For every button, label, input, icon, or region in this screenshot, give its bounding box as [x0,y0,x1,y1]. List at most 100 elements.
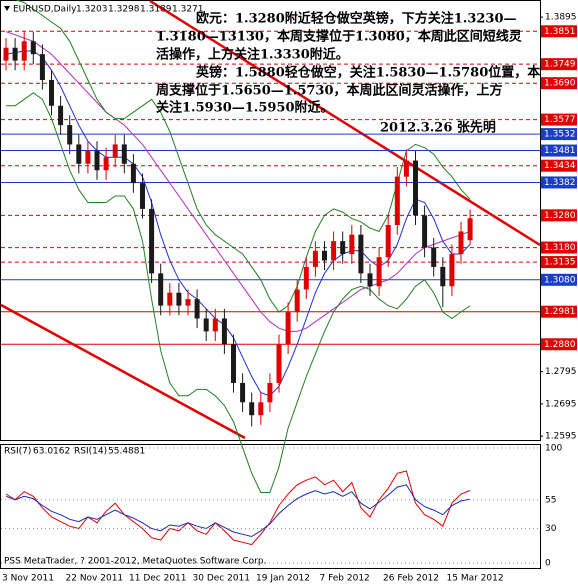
candle-body [258,402,264,416]
level-label: 1.3690 [544,79,576,89]
level-box [541,58,577,71]
levels [1,30,540,345]
indicator-line [15,0,471,313]
rsi-value: 55.4881 [108,447,145,457]
level-box [541,273,577,286]
level-label: 1.3135 [544,258,576,268]
x-tick-label: 22 Nov 2011 [66,574,124,584]
footer: PSS MetaTrader, ? 2001-2012, MetaQuotes … [4,557,266,567]
candle-body [140,183,145,209]
note-line: 英镑：1.5880轻仓做空，关注1.5830—1.5780位置，本 [195,65,540,81]
level-box [541,144,577,157]
y-tick-label: 30 [545,524,557,534]
indicator-line [6,92,471,493]
x-tick-label: 26 Feb 2012 [383,574,439,584]
level-label: 1.3280 [544,211,576,221]
candle-body [158,273,164,306]
y-tick-label: 1.2795 [545,367,577,377]
candle-body [303,266,309,290]
candle-body [194,299,200,319]
trend-line [149,0,541,247]
level-label: 1.3577 [544,115,576,125]
level-box [541,113,577,126]
level-label: 1.3749 [544,60,576,70]
candle-body [176,292,182,306]
candle-body [403,160,409,177]
candle-body [130,163,136,184]
candle-body [322,250,327,261]
candle-body [413,160,418,216]
candle-body [103,157,109,171]
y-tick-label: 1.3895 [545,13,577,23]
plot [3,0,473,546]
candle-body [249,402,255,416]
candle-body [458,231,464,255]
level-label: 1.3080 [544,275,576,285]
note-line: 周支撑位于1.5650—1.5730，本周此区间灵活操作，上方 [156,83,503,99]
candle-body [331,241,337,261]
y-tick-label: 100 [545,444,562,454]
x-tick-label: 7 Feb 2012 [320,574,370,584]
level-box [541,128,577,141]
indicator-line [5,31,471,332]
candle-body [394,176,400,226]
symbol: EURUSD,Daily [13,5,77,15]
level-box [541,305,577,318]
symbol-icon [4,6,10,11]
rsi-value: 63.0162 [33,447,70,457]
labels: 1.3895 1.2795 1.2695 1.2595 1.3851 1.3749 1.36… [1,13,577,584]
x-tick-label: 15 Mar 2012 [447,574,504,584]
candle-body [12,47,18,61]
y-tick-label: 1.2695 [545,399,577,409]
candle-body [431,247,437,267]
candle-body [21,41,27,61]
y-tick-label: 1.2595 [545,432,577,442]
ohlc-low: 1.3189 [140,5,172,15]
candle-body [67,125,73,145]
level-box [541,25,577,38]
level-label: 1.3180 [544,243,576,253]
candle-body [221,318,227,345]
candle-body [58,105,64,126]
ohlc-close: 1.3271 [172,5,204,15]
ohlc-high: 1.3298 [108,5,140,15]
candle-body [267,382,273,403]
level-label: 1.3481 [544,146,576,156]
candle-body [376,257,382,287]
candle-body [203,318,209,332]
y-tick-label: 55 [545,495,556,505]
candle-body [121,144,127,164]
candle-body [340,241,346,255]
x-tick-label: 11 Dec 2011 [129,574,187,584]
candle-body [240,382,246,403]
candle-body [422,215,428,248]
x-tick-label: 30 Dec 2011 [193,574,251,584]
level-label: 1.3434 [544,161,576,171]
candle-body [49,79,54,106]
candle-body [76,144,82,164]
rsi-name: RSI(7) [4,447,31,457]
candle-body [94,150,100,171]
note-line: 关注1.5930—1.5950附近。 [156,100,334,116]
candle-body [212,318,218,332]
note-line: 活操作，上方关注1.3330附近。 [156,47,349,63]
level-box [541,256,577,269]
candle-body [167,292,173,306]
y-tick-label: 0 [545,559,551,569]
candle-body [285,312,291,345]
x-tick-label: 19 Jan 2012 [256,574,310,584]
x-tick-label: 3 Nov 2011 [2,574,54,584]
rsi-line [5,470,471,546]
candle-body [440,266,446,287]
candle-body [185,299,191,306]
level-label: 1.2981 [544,307,576,317]
level-box [541,159,577,172]
candle-body [231,344,236,383]
level-label: 1.3532 [544,130,576,140]
signature: 2012.3.26 张先明 [380,120,496,136]
candle-body [367,273,373,287]
level-box [541,241,577,254]
candle-body [467,218,473,241]
rsi-pane [0,444,541,569]
